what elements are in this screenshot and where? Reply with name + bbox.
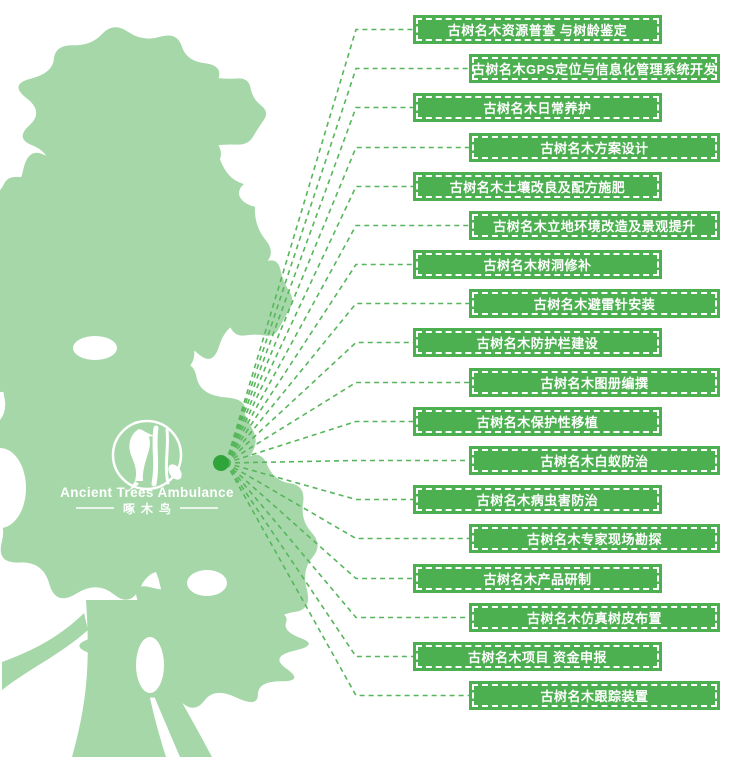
service-box: 古树名木项目 资金申报 bbox=[413, 642, 662, 671]
service-label: 古树名木图册编撰 bbox=[540, 376, 649, 391]
service-box: 古树名木保护性移植 bbox=[413, 407, 662, 436]
service-box: 古树名木专家现场勘探 bbox=[469, 524, 720, 553]
service-label: 古树名木跟踪装置 bbox=[540, 689, 649, 704]
service-label: 古树名木白蚁防治 bbox=[540, 454, 649, 469]
woodpecker-icon bbox=[129, 429, 154, 491]
service-label: 古树名木产品研制 bbox=[483, 572, 592, 587]
connector-lines bbox=[225, 28, 469, 697]
connector-line bbox=[225, 462, 413, 501]
service-label: 古树名木树洞修补 bbox=[483, 258, 592, 273]
hub-dot bbox=[213, 455, 229, 471]
service-label: 古树名木避雷针安装 bbox=[533, 297, 656, 312]
service-label: 古树名木项目 资金申报 bbox=[467, 650, 608, 665]
service-box: 古树名木日常养护 bbox=[413, 93, 662, 122]
service-box: 古树名木跟踪装置 bbox=[469, 681, 720, 710]
service-label: 古树名木日常养护 bbox=[483, 101, 592, 116]
connector-line bbox=[225, 462, 469, 540]
service-box: 古树名木树洞修补 bbox=[413, 250, 662, 279]
service-box: 古树名木防护栏建设 bbox=[413, 328, 662, 357]
service-box: 古树名木图册编撰 bbox=[469, 368, 720, 397]
service-box: 古树名木GPS定位与信息化管理系统开发 bbox=[469, 54, 720, 83]
service-label: 古树名木病虫害防治 bbox=[476, 493, 599, 508]
foliage-gaps bbox=[0, 178, 291, 693]
connector-line bbox=[225, 67, 469, 464]
service-label: 古树名木仿真树皮布置 bbox=[526, 611, 662, 626]
service-label: 古树名木GPS定位与信息化管理系统开发 bbox=[472, 62, 717, 77]
service-label: 古树名木保护性移植 bbox=[476, 415, 599, 430]
connector-line bbox=[225, 459, 469, 464]
tree-foliage-blob bbox=[0, 176, 74, 237]
service-box: 古树名木白蚁防治 bbox=[469, 446, 720, 475]
connector-line bbox=[225, 185, 413, 464]
connector-line bbox=[225, 462, 413, 580]
connector-line bbox=[225, 381, 469, 464]
service-box: 古树名木立地环境改造及景观提升 bbox=[469, 211, 720, 240]
service-box: 古树名木避雷针安装 bbox=[469, 289, 720, 318]
connector-line bbox=[225, 106, 413, 464]
connector-line bbox=[225, 420, 413, 464]
tree-foliage-blob bbox=[201, 405, 256, 471]
connector-line bbox=[225, 146, 469, 464]
service-label: 古树名木资源普查 与树龄鉴定 bbox=[447, 23, 628, 38]
logo-title-zh: 啄木鸟 bbox=[123, 501, 177, 516]
tree-foliage-blob bbox=[181, 77, 267, 147]
trunk-strokes-icon bbox=[151, 425, 170, 487]
connector-line bbox=[225, 224, 469, 464]
service-label: 古树名木立地环境改造及景观提升 bbox=[493, 219, 696, 234]
service-box: 古树名木资源普查 与树龄鉴定 bbox=[413, 15, 662, 44]
leaf-icon bbox=[168, 464, 182, 480]
service-label: 古树名木专家现场勘探 bbox=[526, 532, 662, 547]
service-box: 古树名木土壤改良及配方施肥 bbox=[413, 172, 662, 201]
tree-foliage-blob bbox=[18, 27, 242, 194]
connector-line bbox=[225, 263, 413, 464]
service-box: 古树名木病虫害防治 bbox=[413, 485, 662, 514]
logo: Ancient Trees Ambulance 啄木鸟 bbox=[60, 419, 234, 516]
service-label: 古树名木土壤改良及配方施肥 bbox=[449, 180, 626, 195]
connector-line bbox=[225, 302, 469, 464]
branch-left bbox=[2, 613, 88, 690]
service-box: 古树名木方案设计 bbox=[469, 133, 720, 162]
logo-circle-icon bbox=[111, 419, 183, 491]
trunk-main bbox=[72, 600, 166, 757]
connector-line bbox=[225, 28, 413, 464]
logo-title-en: Ancient Trees Ambulance bbox=[60, 485, 234, 500]
service-label: 古树名木防护栏建设 bbox=[476, 336, 599, 351]
service-box: 古树名木仿真树皮布置 bbox=[469, 603, 720, 632]
service-label: 古树名木方案设计 bbox=[540, 141, 649, 156]
connector-line bbox=[225, 462, 413, 658]
connector-line bbox=[225, 462, 469, 619]
service-box: 古树名木产品研制 bbox=[413, 564, 662, 593]
